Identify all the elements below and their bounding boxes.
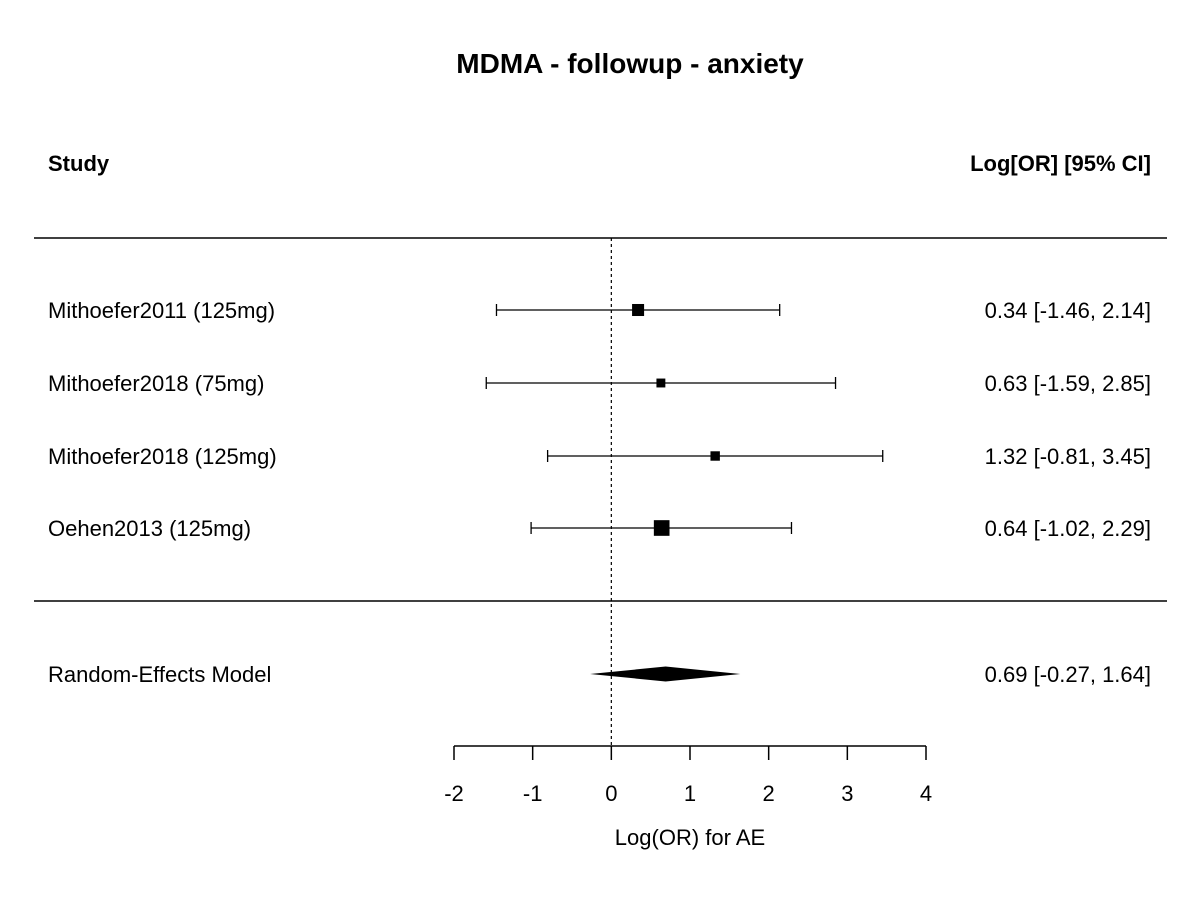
estimate-column-header: Log[OR] [95% CI] <box>970 151 1151 176</box>
x-axis-title: Log(OR) for AE <box>615 825 765 850</box>
study-row: Mithoefer2018 (75mg) 0.63 [-1.59, 2.85] <box>48 371 1151 396</box>
x-tick-label: 4 <box>920 781 932 806</box>
point-estimate-square <box>656 378 666 388</box>
x-tick-label: 3 <box>841 781 853 806</box>
study-row: Mithoefer2011 (125mg) 0.34 [-1.46, 2.14] <box>48 298 1151 323</box>
x-tick-label: -2 <box>444 781 464 806</box>
ci-text: 0.34 [-1.46, 2.14] <box>985 298 1151 323</box>
study-label: Mithoefer2018 (75mg) <box>48 371 264 396</box>
study-row: Mithoefer2018 (125mg) 1.32 [-0.81, 3.45] <box>48 444 1151 469</box>
study-row: Oehen2013 (125mg) 0.64 [-1.02, 2.29] <box>48 516 1151 541</box>
study-column-header: Study <box>48 151 110 176</box>
x-tick-label: 2 <box>763 781 775 806</box>
x-tick-label: 0 <box>605 781 617 806</box>
study-label: Mithoefer2011 (125mg) <box>48 298 275 323</box>
x-tick-label: -1 <box>523 781 543 806</box>
study-label: Oehen2013 (125mg) <box>48 516 251 541</box>
study-label: Mithoefer2018 (125mg) <box>48 444 277 469</box>
summary-ci-text: 0.69 [-0.27, 1.64] <box>985 662 1151 687</box>
point-estimate-square <box>653 520 670 536</box>
summary-label: Random-Effects Model <box>48 662 271 687</box>
ci-text: 0.63 [-1.59, 2.85] <box>985 371 1151 396</box>
summary-diamond <box>590 666 741 682</box>
ci-text: 0.64 [-1.02, 2.29] <box>985 516 1151 541</box>
ci-text: 1.32 [-0.81, 3.45] <box>985 444 1151 469</box>
point-estimate-square <box>632 303 645 317</box>
point-estimate-square <box>710 451 720 461</box>
chart-title: MDMA - followup - anxiety <box>456 48 804 79</box>
x-tick-label: 1 <box>684 781 696 806</box>
